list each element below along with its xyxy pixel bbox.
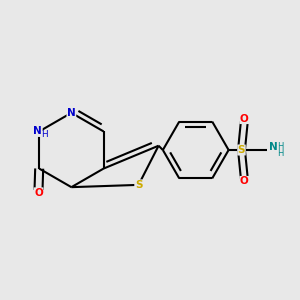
Text: S: S: [135, 180, 142, 190]
Text: N: N: [268, 142, 278, 152]
Text: O: O: [240, 114, 249, 124]
Text: H: H: [277, 149, 283, 158]
Text: N: N: [67, 108, 76, 118]
Text: N: N: [33, 126, 42, 136]
Text: H: H: [277, 142, 283, 151]
Text: H: H: [41, 130, 48, 139]
Text: O: O: [240, 176, 249, 186]
Text: S: S: [238, 145, 245, 155]
Text: O: O: [34, 188, 43, 198]
